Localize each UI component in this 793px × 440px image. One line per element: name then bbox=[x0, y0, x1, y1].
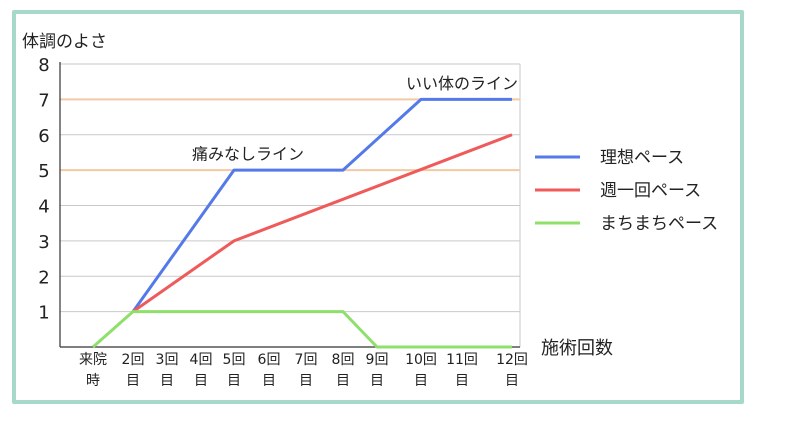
x-tick-label: 11回 bbox=[446, 352, 478, 368]
x-tick-label: 7回 bbox=[295, 352, 318, 368]
x-tick-label: 目 bbox=[370, 373, 384, 389]
x-tick-label: 目 bbox=[299, 373, 313, 389]
x-axis-label: 施術回数 bbox=[541, 338, 613, 359]
x-tick-label: 目 bbox=[414, 373, 428, 389]
annotations: 痛みなしライン いい体のライン bbox=[192, 74, 518, 164]
y-tick-label: 7 bbox=[38, 90, 49, 111]
y-tick-label: 6 bbox=[38, 126, 49, 147]
x-tick-label: 目 bbox=[160, 373, 174, 389]
x-tick-label: 来院 bbox=[79, 352, 107, 368]
y-tick-label: 3 bbox=[38, 232, 49, 253]
legend-label: 週一回ペース bbox=[600, 181, 701, 201]
x-tick-label: 時 bbox=[86, 373, 100, 389]
grid bbox=[60, 63, 521, 347]
x-tick-label: 目 bbox=[126, 373, 140, 389]
x-tick-label: 目 bbox=[505, 373, 519, 389]
series-line bbox=[132, 133, 513, 313]
x-tick-label: 4回 bbox=[190, 352, 213, 368]
x-tick-label: 2回 bbox=[122, 352, 145, 368]
y-tick-label: 4 bbox=[38, 197, 49, 218]
x-tick-label: 6回 bbox=[258, 352, 281, 368]
legend-label: 理想ペース bbox=[600, 148, 684, 168]
chart-frame bbox=[12, 10, 744, 404]
series-lines bbox=[92, 97, 513, 349]
series-line bbox=[92, 310, 512, 349]
x-tick-label: 目 bbox=[194, 373, 208, 389]
x-tick-label: 目 bbox=[227, 373, 241, 389]
x-tick-label: 目 bbox=[336, 373, 350, 389]
annotation-label: 痛みなしライン bbox=[192, 145, 304, 164]
x-tick-label: 目 bbox=[262, 373, 276, 389]
x-tick-label: 10回 bbox=[405, 352, 437, 368]
x-tick-label: 8回 bbox=[332, 352, 355, 368]
series-line bbox=[131, 97, 512, 313]
y-tick-label: 5 bbox=[38, 161, 49, 182]
y-tick-label: 2 bbox=[38, 267, 49, 288]
y-axis-label: 体調のよさ bbox=[22, 32, 107, 52]
axes bbox=[59, 62, 520, 348]
legend-label: まちまちペース bbox=[600, 214, 718, 234]
x-tick-label: 12回 bbox=[496, 352, 528, 368]
annotation-label: いい体のライン bbox=[406, 74, 518, 93]
x-tick-label: 9回 bbox=[366, 352, 389, 368]
x-tick-label: 5回 bbox=[223, 352, 246, 368]
x-tick-label: 目 bbox=[455, 373, 469, 389]
y-tick-labels: 1 2 3 4 5 6 7 8 bbox=[38, 55, 49, 324]
y-tick-label: 1 bbox=[38, 303, 49, 324]
y-tick-label: 8 bbox=[38, 55, 49, 76]
x-tick-label: 3回 bbox=[156, 352, 179, 368]
